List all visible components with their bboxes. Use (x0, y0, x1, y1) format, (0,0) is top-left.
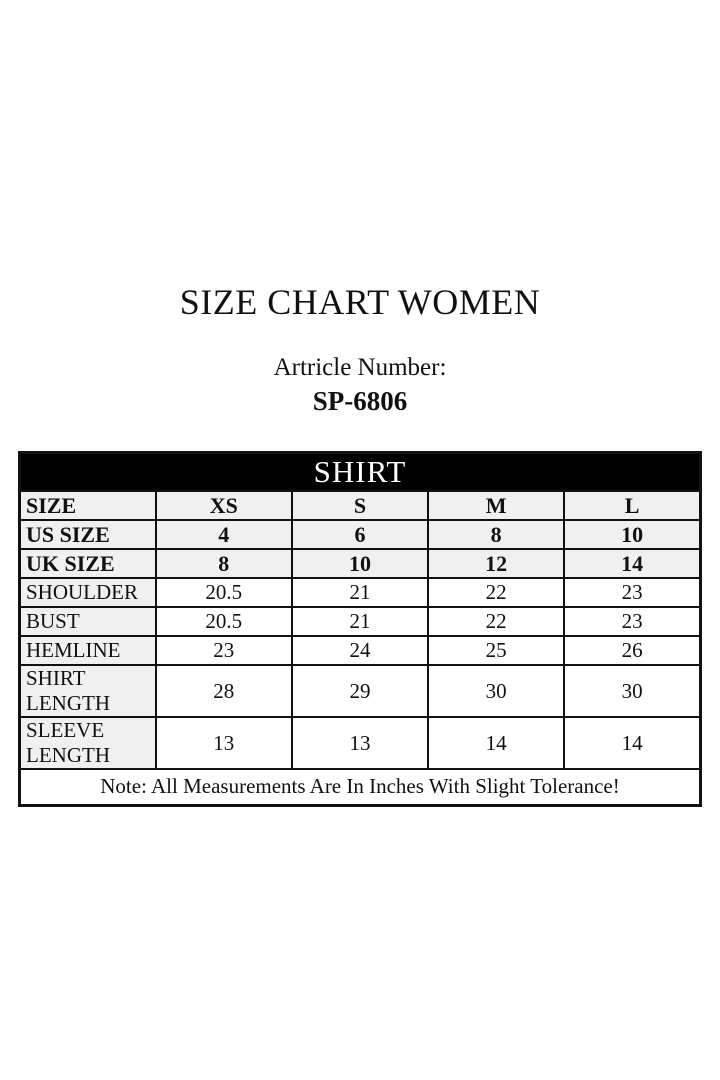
row-label: SHIRT LENGTH (18, 664, 157, 719)
size-table-body: SIZE XS S M L US SIZE 4 6 8 10 UK SIZE 8 10 12 14 SHOUL… (18, 490, 702, 771)
article-number-label: Artricle Number: (273, 353, 447, 381)
row-label: SIZE (18, 490, 157, 522)
row-value: 23 (154, 635, 293, 667)
table-title-row: SHIRT (18, 451, 702, 493)
table-title: SHIRT (18, 451, 702, 493)
table-row: HEMLINE 23 24 25 26 (18, 635, 702, 667)
row-value: 22 (427, 606, 566, 638)
table-note: Note: All Measurements Are In Inches Wit… (18, 768, 702, 807)
article-number-value: SP-6806 (312, 386, 408, 417)
row-label: UK SIZE (18, 548, 157, 580)
row-value: 25 (427, 635, 566, 667)
table-row: US SIZE 4 6 8 10 (18, 519, 702, 551)
table-note-row: Note: All Measurements Are In Inches Wit… (18, 768, 702, 807)
row-value: 6 (290, 519, 430, 551)
row-value: 4 (154, 519, 293, 551)
row-label: SHOULDER (18, 577, 157, 609)
size-table: SHIRT SIZE XS S M L US SIZE 4 6 8 10 UK SIZE 8 10 12 1… (18, 450, 702, 807)
table-row: SLEEVE LENGTH 13 13 14 14 (18, 716, 702, 771)
row-value: 26 (563, 635, 702, 667)
row-value: 14 (427, 716, 566, 771)
row-label: US SIZE (18, 519, 157, 551)
table-row: BUST 20.5 21 22 23 (18, 606, 702, 638)
row-value: 29 (290, 664, 430, 719)
row-value: 10 (290, 548, 430, 580)
row-value: 23 (563, 606, 702, 638)
row-value: 30 (563, 664, 702, 719)
row-value: 14 (563, 548, 702, 580)
row-value: 21 (290, 606, 430, 638)
row-value: 24 (290, 635, 430, 667)
row-value: XS (154, 490, 293, 522)
row-value: 12 (427, 548, 566, 580)
row-value: 8 (154, 548, 293, 580)
row-value: 13 (290, 716, 430, 771)
row-value: 20.5 (154, 577, 293, 609)
row-value: 10 (563, 519, 702, 551)
row-label: BUST (18, 606, 157, 638)
row-value: 30 (427, 664, 566, 719)
table-row: SHIRT LENGTH 28 29 30 30 (18, 664, 702, 719)
row-value: S (290, 490, 430, 522)
row-value: L (563, 490, 702, 522)
row-value: 20.5 (154, 606, 293, 638)
page-title: SIZE CHART WOMEN (179, 282, 541, 322)
row-value: 14 (563, 716, 702, 771)
table-row: SIZE XS S M L (18, 490, 702, 522)
row-label: SLEEVE LENGTH (18, 716, 157, 771)
row-value: 22 (427, 577, 566, 609)
table-row: SHOULDER 20.5 21 22 23 (18, 577, 702, 609)
row-value: 23 (563, 577, 702, 609)
row-label: HEMLINE (18, 635, 157, 667)
row-value: 8 (427, 519, 566, 551)
row-value: 28 (154, 664, 293, 719)
article-block: Artricle Number: SP-6806 (0, 354, 720, 418)
row-value: 21 (290, 577, 430, 609)
row-value: 13 (154, 716, 293, 771)
row-value: M (427, 490, 566, 522)
table-row: UK SIZE 8 10 12 14 (18, 548, 702, 580)
